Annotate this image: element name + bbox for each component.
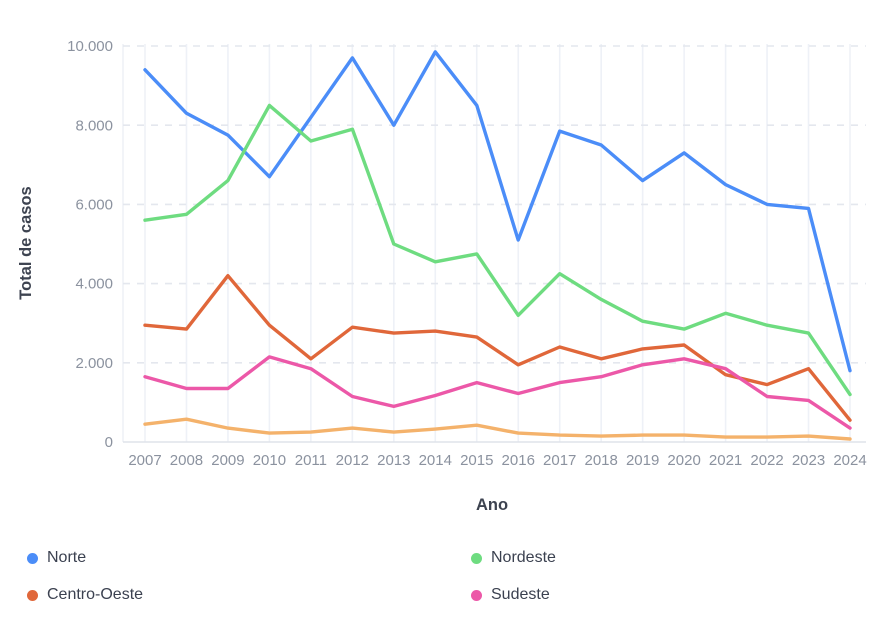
- legend-label: Norte: [47, 549, 87, 566]
- y-tick-label: 6.000: [75, 197, 113, 214]
- x-tick-label: 2020: [667, 452, 700, 469]
- series-line-nordeste[interactable]: [143, 103, 852, 397]
- x-tick-label: 2018: [584, 452, 617, 469]
- x-tick-label: 2014: [419, 452, 452, 469]
- x-tick-label: 2023: [792, 452, 825, 469]
- y-tick-label: 10.000: [67, 38, 113, 55]
- vertical-gridlines: [122, 44, 851, 442]
- x-tick-label: 2017: [543, 452, 576, 469]
- y-tick-label: 8.000: [75, 117, 113, 134]
- y-tick-label: 2.000: [75, 355, 113, 372]
- x-tick-label: 2016: [502, 452, 535, 469]
- x-tick-label: 2022: [750, 452, 783, 469]
- legend-label: Centro-Oeste: [47, 586, 144, 603]
- x-tick-label: 2007: [128, 452, 161, 469]
- x-tick-label: 2024: [833, 452, 866, 469]
- legend-item-norte[interactable]: Norte: [27, 545, 471, 571]
- x-tick-label: 2015: [460, 452, 493, 469]
- legend-item-centro-oeste[interactable]: Centro-Oeste: [27, 582, 471, 608]
- y-axis-title: Total de casos: [17, 186, 35, 299]
- series-line-centro-oeste[interactable]: [143, 274, 852, 422]
- x-tick-label: 2009: [211, 452, 244, 469]
- x-tick-label: 2010: [253, 452, 286, 469]
- horizontal-gridlines: [123, 45, 866, 443]
- legend-item-sudeste[interactable]: Sudeste: [471, 582, 857, 608]
- legend-item-nordeste[interactable]: Nordeste: [471, 545, 857, 571]
- line-chart: 0 2.000 4.000 6.000 8.000 10.000 2007 2008 2009…: [17, 38, 867, 514]
- x-tick-label: 2019: [626, 452, 659, 469]
- legend-color-dot: [27, 552, 38, 564]
- legend-color-dot: [471, 552, 482, 564]
- series-lines: [143, 50, 852, 441]
- series-line-sudeste[interactable]: [143, 355, 852, 430]
- x-tick-label: 2008: [170, 452, 203, 469]
- legend-label: Nordeste: [491, 549, 556, 566]
- y-axis-tick-labels: 0 2.000 4.000 6.000 8.000 10.000: [67, 38, 113, 451]
- series-line-norte[interactable]: [143, 50, 852, 373]
- x-tick-label: 2011: [295, 452, 327, 469]
- x-tick-label: 2021: [709, 452, 742, 469]
- y-tick-label: 4.000: [75, 276, 113, 293]
- x-tick-label: 2013: [377, 452, 410, 469]
- x-axis-title: Ano: [476, 496, 508, 514]
- legend-color-dot: [27, 589, 38, 601]
- legend-label: Sudeste: [491, 586, 550, 603]
- x-axis-tick-labels: 2007 2008 2009 2010 2011 2012 2013 2014 2015 2016…: [128, 452, 866, 469]
- x-tick-label: 2012: [336, 452, 369, 469]
- series-line-sul[interactable]: [143, 417, 852, 441]
- chart-legend: Norte Nordeste Centro-Oeste Sudeste: [27, 545, 857, 608]
- legend-color-dot: [471, 589, 482, 601]
- y-tick-label: 0: [105, 434, 113, 451]
